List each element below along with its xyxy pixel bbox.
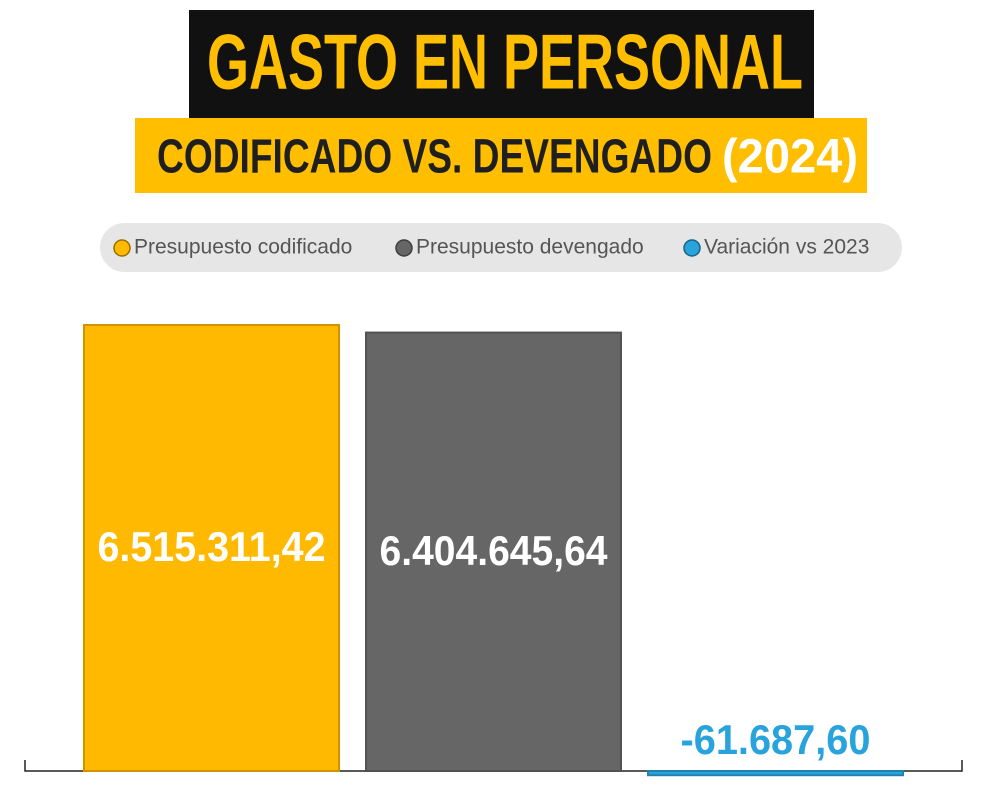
legend-label: Presupuesto codificado [134,236,352,259]
chart-subtitle: CODIFICADO VS. DEVENGADO [157,131,712,184]
value-label: 6.404.645,64 [380,527,609,574]
bar [365,331,622,772]
value-label: 6.515.311,42 [98,523,326,570]
subtitle-box [135,118,867,193]
legend-marker [395,239,413,257]
value-label: -61.687,60 [681,716,871,763]
legend-label: Presupuesto devengado [416,236,644,259]
legend-marker [683,239,701,257]
legend-label: Variación vs 2023 [704,236,869,259]
legend-box [100,223,902,272]
chart-subtitle-year: (2024) [722,131,858,184]
title-box [189,10,814,122]
bar [83,324,340,772]
legend-marker [113,239,131,257]
bar [647,770,904,777]
chart-title: GASTO EN PERSONAL [207,18,803,106]
